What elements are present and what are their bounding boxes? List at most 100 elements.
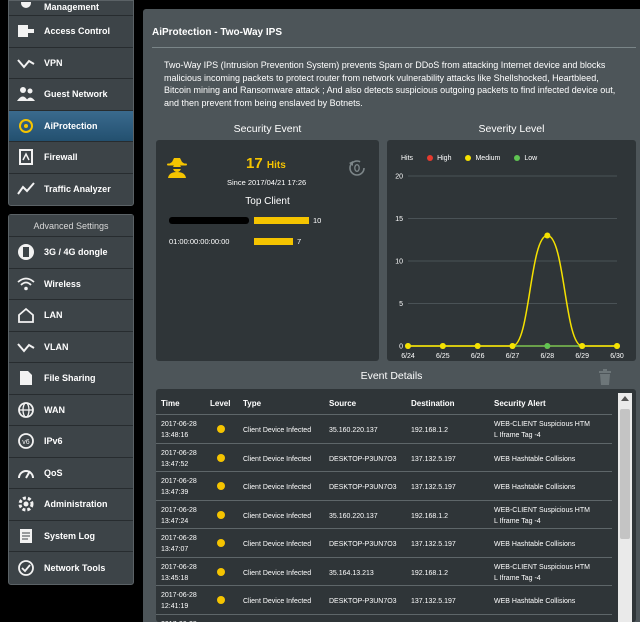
event-alert-line1: WEB Hashtable Collisions <box>494 455 576 463</box>
event-destination: 137.132.5.197 <box>411 541 456 548</box>
sidebar-item-label: 3G / 4G dongle <box>44 247 108 258</box>
table-scrollbar[interactable] <box>618 393 632 622</box>
event-alert: WEB-CLIENT Suspicious HTM L Iframe Tag -4 <box>494 419 612 441</box>
vpn-icon <box>15 52 37 74</box>
data-point-medium <box>474 343 481 349</box>
client-hit-bar <box>254 238 293 245</box>
reset-counter-icon[interactable] <box>347 158 367 183</box>
table-row[interactable]: 2017-06-28 13:47:39 Client Device Infected… <box>156 471 612 500</box>
trash-icon[interactable] <box>598 369 612 390</box>
svg-text:v6: v6 <box>22 439 30 446</box>
column-header[interactable]: Time <box>161 399 180 408</box>
event-time: 2017-06-28 13:47:52 <box>161 448 197 470</box>
sidebar-item-traffic-analyzer[interactable]: Traffic Analyzer <box>9 174 133 206</box>
event-alert: WEB Hashtable Collisions <box>494 454 612 465</box>
scroll-thumb[interactable] <box>620 409 630 539</box>
sidebar-item-qos[interactable]: QoS <box>9 458 133 489</box>
level-medium-icon <box>217 567 225 576</box>
top-client-row: 10 <box>169 215 321 226</box>
legend-item-low: Low <box>514 155 537 162</box>
medium-dot-icon <box>465 155 472 162</box>
sidebar-item-label: AiProtection <box>44 120 98 131</box>
column-header[interactable]: Destination <box>411 399 455 408</box>
x-tick-label: 6/28 <box>541 353 555 360</box>
data-point-low <box>544 343 551 349</box>
event-source: 35.160.220.137 <box>329 512 378 520</box>
table-row[interactable]: 2017-06-28 13:47:07 Client Device Infected… <box>156 528 612 557</box>
column-header[interactable]: Level <box>210 399 231 408</box>
sidebar-item-access-control[interactable]: Access Control <box>9 16 133 48</box>
sidebar-item-label: IPv6 <box>44 436 63 447</box>
security-event-heading: Security Event <box>233 123 302 135</box>
sidebar-item-system-log[interactable]: System Log <box>9 521 133 552</box>
event-time: 2017-06-28 13:47:07 <box>161 533 197 555</box>
hits-counter: 17 Hits <box>246 155 286 172</box>
level-medium-icon <box>217 539 225 547</box>
sidebar-item-lan[interactable]: LAN <box>9 300 133 332</box>
sidebar-item-wan[interactable]: WAN <box>9 395 133 426</box>
column-header[interactable]: Source <box>329 399 357 408</box>
sidebar-item-label: Network Tools <box>44 562 106 573</box>
table-row[interactable]: 2017-06-28 13:47:52 Client Device Infected… <box>156 442 612 472</box>
event-alert-line2: L Iframe Tag -4 <box>494 574 541 582</box>
event-type: Client Device Infected <box>243 569 312 577</box>
series-line-medium <box>408 234 617 347</box>
low-dot-icon <box>514 155 521 162</box>
sidebar-item-3g-4g-dongle[interactable]: 3G / 4G dongle <box>9 237 133 269</box>
sidebar-item-guest-network[interactable]: Guest Network <box>9 79 133 111</box>
table-row[interactable]: 2017-06-28 13:45:18 Client Device Infected… <box>156 556 612 586</box>
event-alert: WEB Hashtable Collisions <box>494 596 612 607</box>
table-row[interactable]: 2017-06-28 13:47:24 Client Device Infected… <box>156 499 612 529</box>
sidebar-item-label: VPN <box>44 57 63 68</box>
event-clock: 13:45:18 <box>161 574 189 582</box>
sidebar-item-label: LAN <box>44 310 63 321</box>
legend-item-medium: Medium <box>465 155 500 162</box>
level-medium-icon <box>217 510 225 519</box>
scroll-up-icon[interactable] <box>621 396 629 401</box>
table-header: Time Level Type Source Destination Security A… <box>156 399 612 410</box>
sidebar-item-file-sharing[interactable]: File Sharing <box>9 363 133 395</box>
sidebar-item-vpn[interactable]: VPN <box>9 48 133 79</box>
data-point-medium <box>405 343 411 349</box>
sidebar-item-label: Traffic Analyzer <box>44 184 111 195</box>
event-date: 2017-06-28 <box>161 563 197 571</box>
top-client-heading: Top Client <box>245 196 290 207</box>
event-destination: 137.132.5.197 <box>411 455 456 463</box>
column-header[interactable]: Security Alert <box>494 399 546 408</box>
legend-item-high: High <box>427 155 451 162</box>
sidebar-item-firewall[interactable]: Firewall <box>9 142 133 174</box>
y-tick-label: 5 <box>399 301 403 308</box>
sidebar-item-management[interactable]: Management <box>9 1 133 16</box>
advanced-menu: Advanced Settings 3G / 4G dongle Wireless… <box>8 214 134 585</box>
column-header[interactable]: Type <box>243 399 262 408</box>
event-alert: WEB Hashtable Collisions <box>494 539 612 550</box>
sidebar-item-label: File Sharing <box>44 373 96 384</box>
sidebar-item-vlan[interactable]: VLAN <box>9 332 133 363</box>
event-alert-line1: WEB-CLIENT Suspicious HTM <box>494 506 590 514</box>
event-clock: 12:41:19 <box>161 603 189 610</box>
sidebar-item-administration[interactable]: Administration <box>9 489 133 521</box>
event-time: 2017-06-28 13:48:16 <box>161 419 197 441</box>
table-row[interactable]: 2017-06-28Client Device InfectedDESKTOP-… <box>156 613 612 622</box>
sidebar: Management Access Control VPN Guest Networ… <box>8 0 134 585</box>
event-source: 35.160.220.137 <box>329 427 378 434</box>
sidebar-item-label: Administration <box>44 499 108 510</box>
event-alert: WEB-CLIENT Suspicious HTM L Iframe Tag -4 <box>494 562 612 584</box>
event-destination: 192.168.1.2 <box>411 512 448 520</box>
sidebar-item-aiprotection[interactable]: AiProtection <box>9 110 133 142</box>
event-alert-line1: WEB Hashtable Collisions <box>494 598 576 605</box>
sidebar-item-network-tools[interactable]: Network Tools <box>9 552 133 584</box>
sidebar-item-label: Wireless <box>44 278 81 289</box>
event-source: DESKTOP-P3UN7O3 <box>329 598 397 605</box>
event-date: 2017-06-28 <box>161 619 197 622</box>
sidebar-item-wireless[interactable]: Wireless <box>9 269 133 300</box>
page-title: AiProtection - Two-Way IPS <box>152 27 283 38</box>
sidebar-item-label: QoS <box>44 467 63 478</box>
table-row[interactable]: 2017-06-28 13:48:16 Client Device Infected… <box>156 414 612 443</box>
event-type: Client Device Infected <box>243 598 312 605</box>
vlan-icon <box>15 336 37 358</box>
data-point-medium <box>544 232 551 239</box>
table-row[interactable]: 2017-06-28 12:41:19 Client Device Infected… <box>156 585 612 614</box>
sidebar-item-ipv6[interactable]: v6 IPv6 <box>9 426 133 458</box>
event-date: 2017-06-28 <box>161 478 197 485</box>
